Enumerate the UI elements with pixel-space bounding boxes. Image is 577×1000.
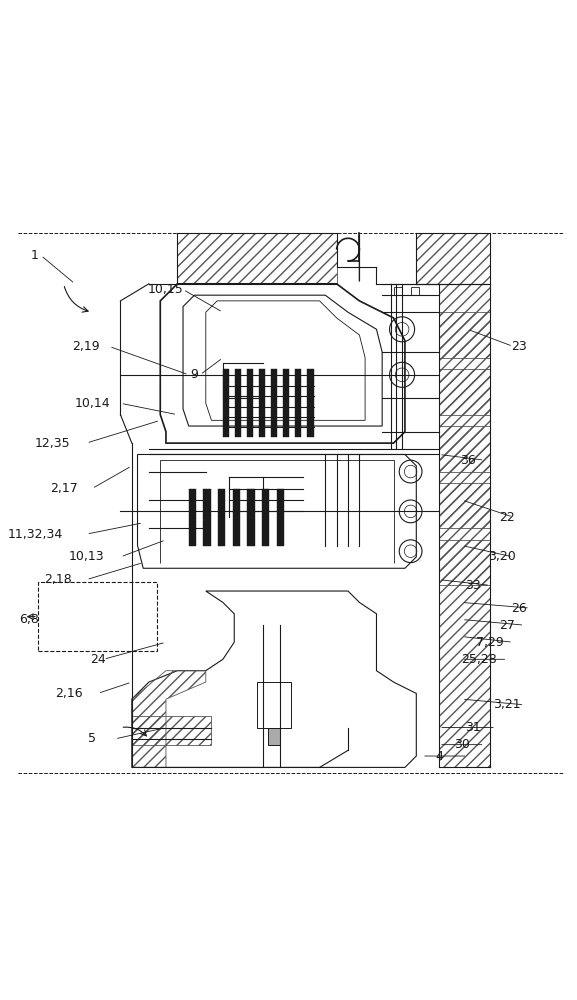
Text: 36: 36 [460,454,475,467]
Text: 5: 5 [88,732,96,745]
Text: 31: 31 [465,721,481,734]
Text: 3,21: 3,21 [493,698,521,711]
Text: 27: 27 [500,619,515,632]
Text: 1: 1 [31,249,39,262]
Text: 2,19: 2,19 [73,340,100,353]
Text: 2,18: 2,18 [44,573,72,586]
Text: 25,28: 25,28 [461,653,497,666]
Bar [189,489,196,546]
Bar [276,489,284,546]
Bar [223,369,229,437]
Bar [295,369,301,437]
Bar [411,287,419,295]
Bar [203,489,211,546]
Bar [394,287,402,295]
Text: 2,17: 2,17 [50,482,77,495]
Bar [259,369,265,437]
Bar [262,489,269,546]
Text: 4: 4 [435,750,443,763]
Text: 3,20: 3,20 [488,550,515,563]
Bar [38,582,158,651]
Text: 12,35: 12,35 [35,437,70,450]
Text: 33: 33 [465,579,481,592]
Bar [247,489,254,546]
Bar [257,682,291,728]
Bar [247,369,253,437]
Text: 11,32,34: 11,32,34 [8,528,63,541]
Text: 24: 24 [90,653,106,666]
Text: 26: 26 [511,602,527,615]
Text: 6,8: 6,8 [20,613,39,626]
Text: 10,14: 10,14 [74,397,110,410]
Bar [271,369,278,437]
Text: 2,16: 2,16 [55,687,83,700]
Text: 22: 22 [500,511,515,524]
Text: 30: 30 [454,738,470,751]
Text: 7,29: 7,29 [477,636,504,649]
Bar [268,728,280,745]
Bar [218,489,225,546]
Text: 10,15: 10,15 [148,283,184,296]
Text: 23: 23 [511,340,527,353]
Bar [235,369,241,437]
Bar [283,369,289,437]
Bar [233,489,240,546]
Bar [308,369,313,437]
Text: 9: 9 [190,368,198,381]
Text: 10,13: 10,13 [69,550,104,563]
